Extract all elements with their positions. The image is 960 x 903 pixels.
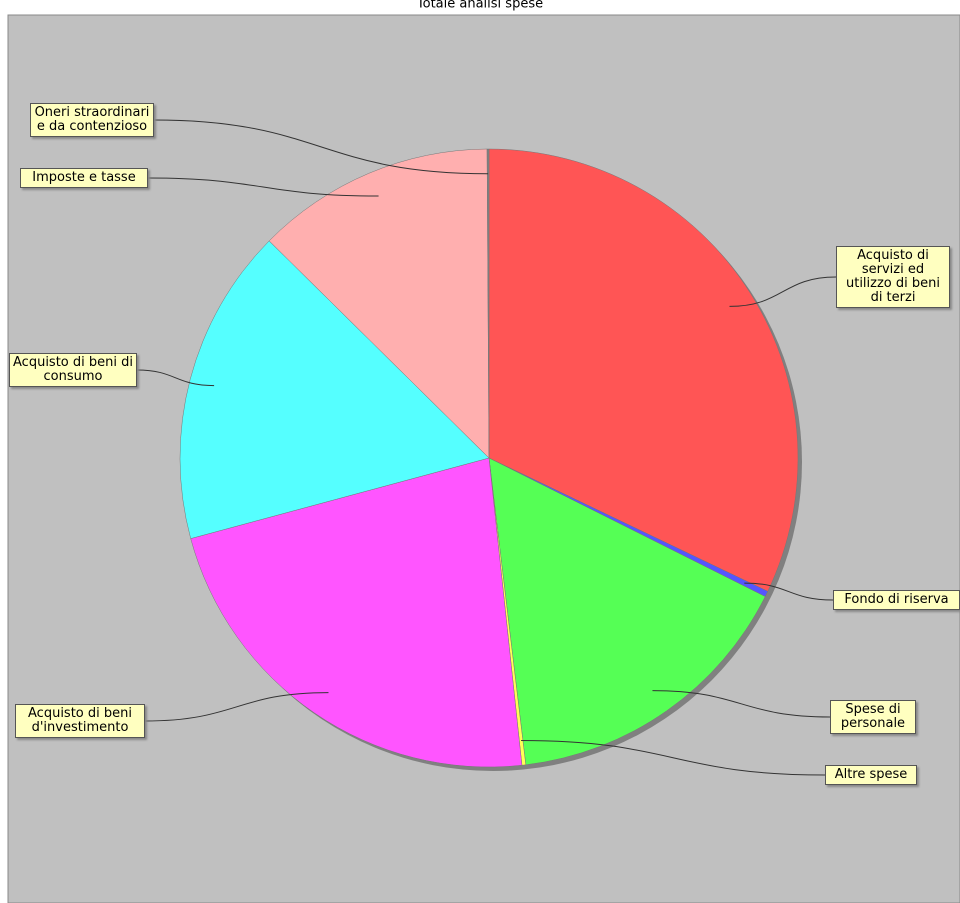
pie-slice xyxy=(179,240,490,539)
slice-label: Oneri straordinari e da contenzioso xyxy=(30,103,154,137)
pie-slice xyxy=(488,148,799,592)
slice-label: Imposte e tasse xyxy=(20,168,148,188)
label-connector xyxy=(147,177,379,197)
slice-label: Acquisto di beni d'investimento xyxy=(15,704,145,738)
slice-label: Spese di personale xyxy=(830,700,916,734)
label-connector xyxy=(652,690,831,718)
label-connector xyxy=(153,119,489,175)
label-connector xyxy=(744,582,834,601)
slice-label: Altre spese xyxy=(825,765,917,785)
slice-label: Fondo di riserva xyxy=(833,590,960,610)
label-connector xyxy=(144,692,329,722)
slice-label: Acquisto di servizi ed utilizzo di beni … xyxy=(836,246,950,308)
label-connector xyxy=(521,739,826,776)
label-connector xyxy=(729,276,837,307)
label-connector xyxy=(136,369,215,387)
pie-slice xyxy=(488,457,766,766)
chart-title: Totale analisi spese xyxy=(416,0,543,12)
pie-slice xyxy=(486,148,490,459)
pie-slice xyxy=(268,148,490,459)
slice-label: Acquisto di beni di consumo xyxy=(9,353,137,387)
pie-slice xyxy=(190,457,523,768)
